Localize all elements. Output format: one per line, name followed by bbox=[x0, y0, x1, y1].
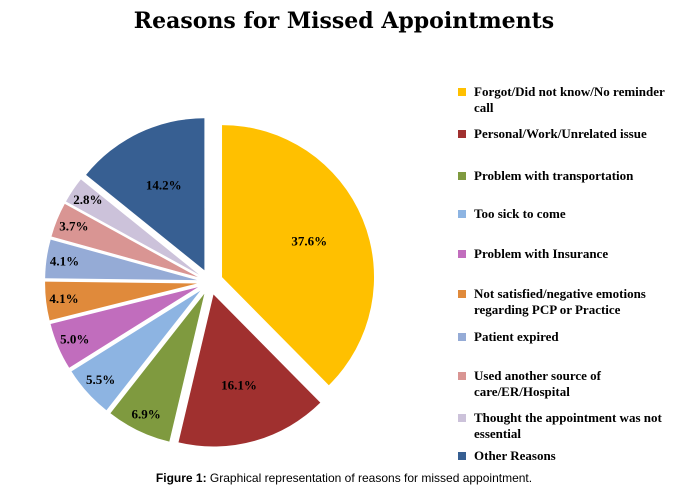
legend-item-10: Other Reasons bbox=[458, 448, 679, 464]
legend-swatch bbox=[458, 88, 466, 96]
slice-label-3: 6.9% bbox=[132, 406, 161, 421]
figure-caption: Figure 1: Graphical representation of re… bbox=[0, 471, 688, 485]
caption-prefix: Figure 1: bbox=[155, 471, 207, 485]
legend-item-9: Thought the appointment was not essentia… bbox=[458, 410, 679, 442]
legend-item-2: Personal/Work/Unrelated issue bbox=[458, 126, 679, 142]
legend-label: Patient expired bbox=[474, 329, 559, 344]
legend-swatch bbox=[458, 130, 466, 138]
slice-label-2: 16.1% bbox=[221, 377, 257, 392]
pie-slice-4 bbox=[71, 290, 201, 411]
legend-label: Personal/Work/Unrelated issue bbox=[474, 126, 647, 141]
pie-slice-9 bbox=[66, 179, 200, 275]
pie-slice-6 bbox=[45, 281, 198, 321]
pie-slice-1 bbox=[222, 125, 375, 386]
pie-slice-3 bbox=[110, 293, 205, 442]
legend-swatch bbox=[458, 172, 466, 180]
legend-label: Problem with transportation bbox=[474, 168, 634, 183]
legend-item-6: Not satisfied/negative emotions regardin… bbox=[458, 286, 679, 318]
pie-slice-2 bbox=[178, 294, 321, 447]
legend-label: Other Reasons bbox=[474, 448, 556, 463]
legend-swatch bbox=[458, 290, 466, 298]
legend-swatch bbox=[458, 452, 466, 460]
pie-slice-5 bbox=[50, 287, 199, 368]
slice-label-1: 37.6% bbox=[291, 233, 327, 248]
legend-swatch bbox=[458, 414, 466, 422]
legend-label: Problem with Insurance bbox=[474, 246, 609, 261]
legend-item-5: Problem with Insurance bbox=[458, 246, 679, 262]
legend-label: Forgot/Did not know/No reminder call bbox=[474, 84, 665, 115]
pie-slice-8 bbox=[51, 203, 198, 278]
pie-slice-10 bbox=[86, 118, 205, 271]
slice-label-6: 4.1% bbox=[49, 291, 78, 306]
legend-item-4: Too sick to come bbox=[458, 206, 679, 222]
legend-swatch bbox=[458, 372, 466, 380]
legend-item-3: Problem with transportation bbox=[458, 168, 679, 184]
legend-label: Used another source of care/ER/Hospital bbox=[474, 368, 601, 399]
legend-item-7: Patient expired bbox=[458, 329, 679, 345]
legend-label: Thought the appointment was not essentia… bbox=[474, 410, 662, 441]
slice-label-4: 5.5% bbox=[86, 372, 115, 387]
slice-label-7: 4.1% bbox=[50, 253, 79, 268]
pie-slice-7 bbox=[45, 239, 198, 281]
slice-label-8: 3.7% bbox=[59, 219, 88, 234]
legend-item-1: Forgot/Did not know/No reminder call bbox=[458, 84, 679, 116]
legend-swatch bbox=[458, 333, 466, 341]
legend-swatch bbox=[458, 250, 466, 258]
legend-label: Not satisfied/negative emotions regardin… bbox=[474, 286, 646, 317]
slice-label-9: 2.8% bbox=[73, 192, 102, 207]
legend-swatch bbox=[458, 210, 466, 218]
slice-label-5: 5.0% bbox=[60, 332, 89, 347]
legend-item-8: Used another source of care/ER/Hospital bbox=[458, 368, 679, 400]
legend-label: Too sick to come bbox=[474, 206, 566, 221]
slice-label-10: 14.2% bbox=[146, 177, 182, 192]
caption-text: Graphical representation of reasons for … bbox=[206, 471, 533, 485]
chart-title: Reasons for Missed Appointments bbox=[133, 8, 555, 34]
